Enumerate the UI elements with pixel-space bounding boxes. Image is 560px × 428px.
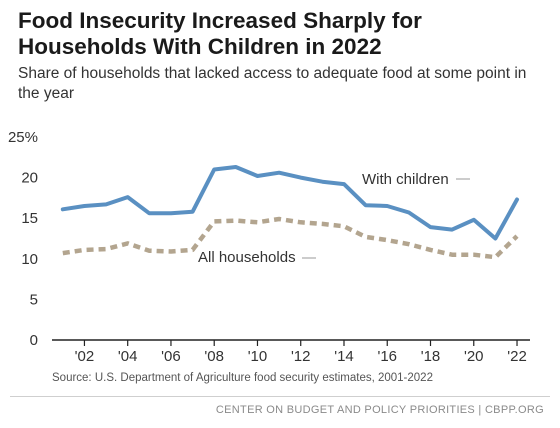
series-line-with-children	[60, 165, 519, 241]
x-tick-label: '20	[464, 348, 484, 365]
y-tick-label: 0	[30, 332, 38, 349]
chart-subtitle: Share of households that lacked access t…	[18, 65, 527, 102]
x-tick-label: '14	[334, 348, 354, 365]
x-tick-label: '04	[118, 348, 138, 365]
y-tick-label: 5	[30, 291, 38, 308]
source-note: Source: U.S. Department of Agriculture f…	[52, 372, 433, 384]
y-tick-label: 10	[21, 251, 38, 268]
series-label-with-children: With children	[362, 171, 449, 188]
x-tick-label: '08	[204, 348, 224, 365]
footer-divider	[10, 396, 550, 397]
x-tick-label: '18	[421, 348, 441, 365]
x-tick-label: '02	[75, 348, 95, 365]
footer-credit: CENTER ON BUDGET AND POLICY PRIORITIES |…	[215, 404, 544, 416]
chart-title: Food Insecurity Increased Sharply for Ho…	[18, 8, 422, 59]
x-axis: '02 '04 '06 '08 '10 '12 '14 '16 '18 '20 '22	[52, 339, 530, 365]
x-tick-label: '16	[377, 348, 397, 365]
x-tick-label: '12	[291, 348, 311, 365]
series-line-all-households	[62, 216, 519, 260]
series-lines	[60, 165, 519, 260]
y-tick-label: 20	[21, 170, 38, 187]
x-tick-label: '22	[507, 348, 527, 365]
x-tick-label: '10	[248, 348, 268, 365]
y-axis-ticks: 0 5 10 15 20 25%	[8, 129, 38, 349]
y-tick-label: 15	[21, 210, 38, 227]
x-tick-label: '06	[161, 348, 181, 365]
series-label-all-households: All households	[198, 249, 296, 266]
y-tick-label: 25%	[8, 129, 38, 146]
